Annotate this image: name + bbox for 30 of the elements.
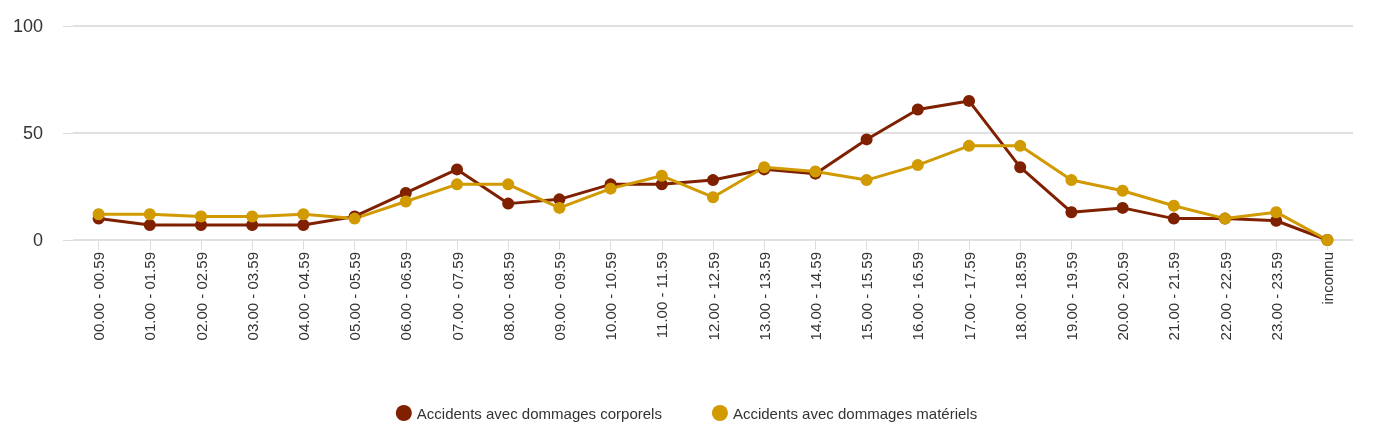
y-tick-label: 50 bbox=[22, 123, 43, 143]
x-tick-label: 15.00 - 15.59 bbox=[858, 252, 876, 341]
x-tick-label: 21.00 - 21.59 bbox=[1165, 252, 1183, 341]
x-tick-label: 08.00 - 08.59 bbox=[499, 252, 517, 341]
x-tick-label: 00.00 - 00.59 bbox=[90, 252, 108, 341]
y-tick-label: 100 bbox=[12, 16, 43, 36]
x-tick-label: 16.00 - 16.59 bbox=[909, 252, 927, 341]
x-tick-label: 18.00 - 18.59 bbox=[1011, 252, 1029, 341]
x-tick-label: 06.00 - 06.59 bbox=[397, 252, 415, 341]
y-tick-label: 0 bbox=[32, 230, 43, 250]
x-tick-label: 17.00 - 17.59 bbox=[960, 252, 978, 341]
x-tick-label: 07.00 - 07.59 bbox=[448, 252, 466, 341]
legend-label: Accidents avec dommages matériels bbox=[732, 404, 978, 422]
x-tick-label: 03.00 - 03.59 bbox=[243, 252, 261, 341]
legend-label: Accidents avec dommages corporels bbox=[416, 404, 662, 422]
x-tick-label: 12.00 - 12.59 bbox=[704, 252, 722, 341]
x-tick-label: 02.00 - 02.59 bbox=[192, 252, 210, 341]
x-tick-label: 05.00 - 05.59 bbox=[346, 252, 364, 341]
x-tick-label: 01.00 - 01.59 bbox=[141, 252, 159, 341]
x-tick-label: 20.00 - 20.59 bbox=[1114, 252, 1132, 341]
x-tick-label: 09.00 - 09.59 bbox=[550, 252, 568, 341]
x-tick-label: 14.00 - 14.59 bbox=[806, 252, 824, 341]
x-tick-label: 11.00 - 11.59 bbox=[653, 252, 671, 339]
x-tick-label: 04.00 - 04.59 bbox=[294, 252, 312, 341]
x-tick-label: 19.00 - 19.59 bbox=[1062, 252, 1080, 341]
x-tick-label: 10.00 - 10.59 bbox=[602, 252, 620, 341]
x-tick-label: 13.00 - 13.59 bbox=[755, 252, 773, 341]
x-tick-label: 22.00 - 22.59 bbox=[1216, 252, 1234, 341]
x-tick-label: 23.00 - 23.59 bbox=[1267, 252, 1285, 341]
x-tick-label: inconnu bbox=[1318, 252, 1336, 305]
